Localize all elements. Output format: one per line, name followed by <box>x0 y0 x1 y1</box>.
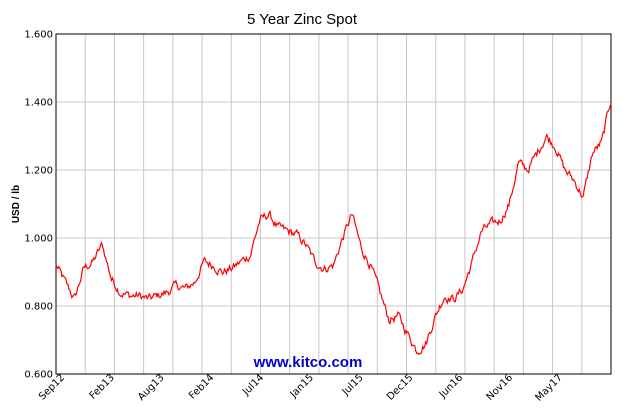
y-axis-label: USD / lb <box>11 185 22 223</box>
grid-lines <box>56 33 611 375</box>
x-tick-label: Jun16 <box>437 372 466 401</box>
x-tick-label: Feb13 <box>88 372 117 401</box>
price-series-line <box>55 102 612 355</box>
x-tick-label: Nov16 <box>484 372 515 403</box>
x-tick-label: Jan15 <box>288 372 316 400</box>
y-tick-label: 1.200 <box>24 166 53 177</box>
x-tick-label: Dec15 <box>385 372 415 402</box>
watermark-text: www.kitco.com <box>253 354 363 371</box>
x-tick-label: Feb14 <box>187 372 216 401</box>
x-axis-ticks: Sep12 Feb13 Aug13 Feb14 Jul14 Jan15 Jul15 Dec15… <box>37 372 565 403</box>
y-tick-label: 0.800 <box>24 302 53 313</box>
x-tick-label: Jul14 <box>240 372 266 398</box>
plot-area <box>55 33 612 375</box>
chart-title: 5 Year Zinc Spot <box>247 11 358 28</box>
y-tick-label: 1.000 <box>24 234 53 245</box>
y-tick-label: 0.600 <box>24 370 53 381</box>
x-tick-label: May17 <box>533 372 564 403</box>
y-tick-label: 1.400 <box>24 98 53 109</box>
x-tick-label: Jul15 <box>340 372 366 398</box>
y-axis-ticks: 0.600 0.800 1.000 1.200 1.400 1.600 <box>24 30 53 381</box>
x-tick-label: Aug13 <box>136 372 167 403</box>
y-tick-label: 1.600 <box>24 30 53 41</box>
